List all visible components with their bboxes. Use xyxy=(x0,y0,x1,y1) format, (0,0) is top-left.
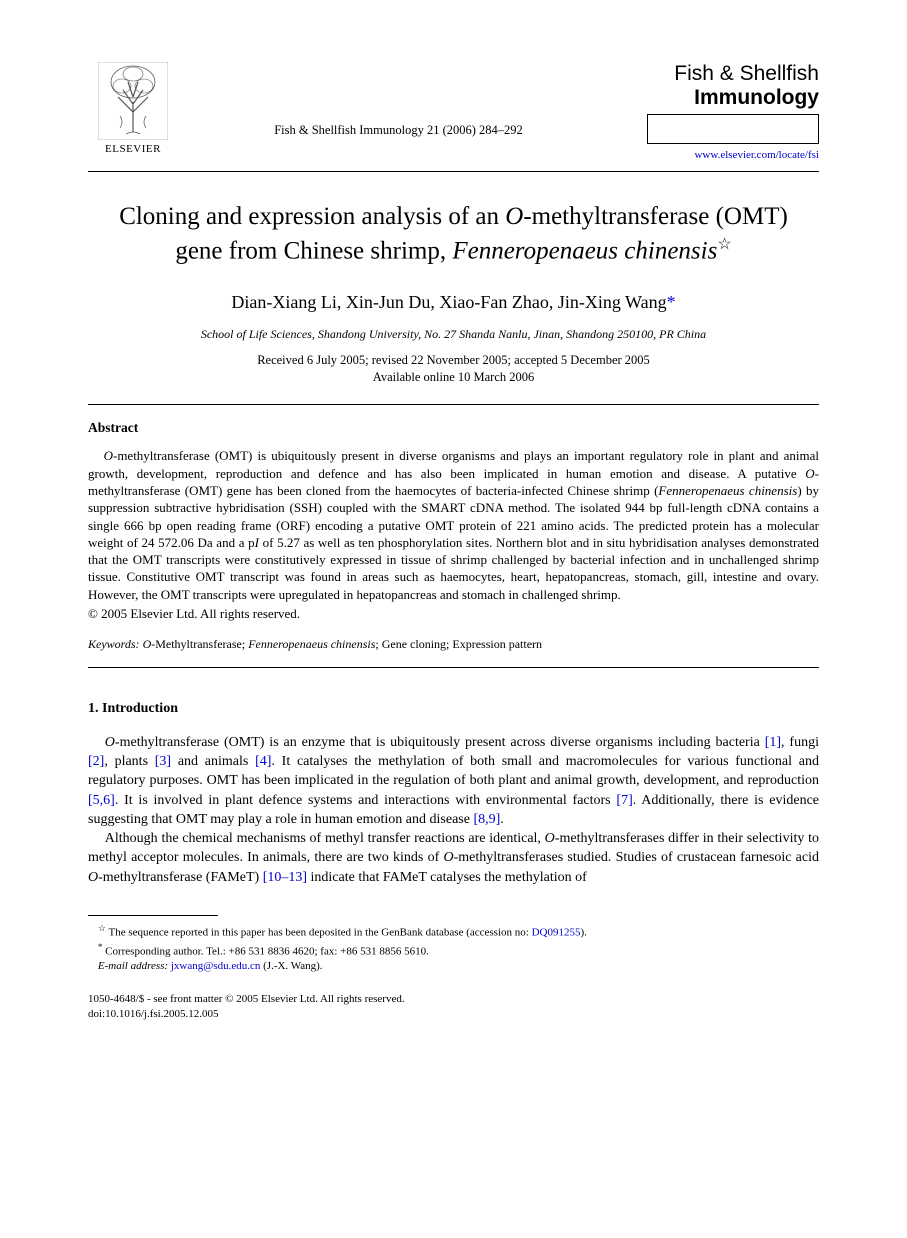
abstract-heading: Abstract xyxy=(88,419,819,437)
introduction-heading: 1. Introduction xyxy=(88,700,819,719)
footnote-corresponding: * Corresponding author. Tel.: +86 531 88… xyxy=(88,941,819,960)
article-dates: Received 6 July 2005; revised 22 Novembe… xyxy=(88,352,819,386)
citation[interactable]: [7] xyxy=(616,793,632,808)
citation[interactable]: [8,9] xyxy=(473,812,500,827)
citation[interactable]: [5,6] xyxy=(88,793,115,808)
citation[interactable]: [1] xyxy=(765,735,781,750)
journal-url[interactable]: www.elsevier.com/locate/fsi xyxy=(619,148,819,163)
abstract-copyright: © 2005 Elsevier Ltd. All rights reserved… xyxy=(88,605,819,623)
abstract-body: O-methyltransferase (OMT) is ubiquitousl… xyxy=(88,447,819,603)
keywords: Keywords: O-Methyltransferase; Fennerope… xyxy=(88,636,819,652)
authors: Dian-Xiang Li, Xin-Jun Du, Xiao-Fan Zhao… xyxy=(88,290,819,314)
accession-link[interactable]: DQ091255 xyxy=(532,927,581,939)
footer: 1050-4648/$ - see front matter © 2005 El… xyxy=(88,992,819,1022)
corresponding-mark: * xyxy=(667,292,676,312)
footnote-email: E-mail address: jxwang@sdu.edu.cn (J.-X.… xyxy=(88,959,819,974)
journal-cover-box xyxy=(647,114,819,144)
citation[interactable]: [4] xyxy=(255,754,271,769)
citation[interactable]: [10–13] xyxy=(263,870,307,885)
citation[interactable]: [3] xyxy=(155,754,171,769)
footer-copyright: 1050-4648/$ - see front matter © 2005 El… xyxy=(88,992,819,1007)
citation[interactable]: [2] xyxy=(88,754,104,769)
intro-paragraph-2: Although the chemical mechanisms of meth… xyxy=(88,829,819,887)
header-rule xyxy=(88,171,819,172)
journal-name: Fish & Shellfish Immunology xyxy=(619,62,819,110)
journal-name-line1: Fish & Shellfish xyxy=(674,62,819,85)
footer-doi: doi:10.1016/j.fsi.2005.12.005 xyxy=(88,1007,819,1022)
intro-paragraph-1: O-methyltransferase (OMT) is an enzyme t… xyxy=(88,733,819,830)
footnote-rule xyxy=(88,915,218,916)
publisher-name: ELSEVIER xyxy=(105,142,161,157)
affiliation: School of Life Sciences, Shandong Univer… xyxy=(88,326,819,342)
abstract-rule-bottom xyxy=(88,667,819,668)
publisher-block: ELSEVIER xyxy=(88,62,178,157)
email-link[interactable]: jxwang@sdu.edu.cn xyxy=(171,960,261,972)
journal-name-line2: Immunology xyxy=(694,86,819,109)
article-title: Cloning and expression analysis of an O-… xyxy=(98,200,809,268)
abstract-rule-top xyxy=(88,404,819,405)
title-footnote-mark: ☆ xyxy=(717,236,731,253)
journal-reference: Fish & Shellfish Immunology 21 (2006) 28… xyxy=(274,122,523,139)
elsevier-tree-icon xyxy=(98,62,168,140)
journal-logo-block: Fish & Shellfish Immunology www.elsevier… xyxy=(619,62,819,163)
header: ELSEVIER Fish & Shellfish Immunology 21 … xyxy=(88,62,819,163)
footnote-sequence: ☆ The sequence reported in this paper ha… xyxy=(88,922,819,941)
